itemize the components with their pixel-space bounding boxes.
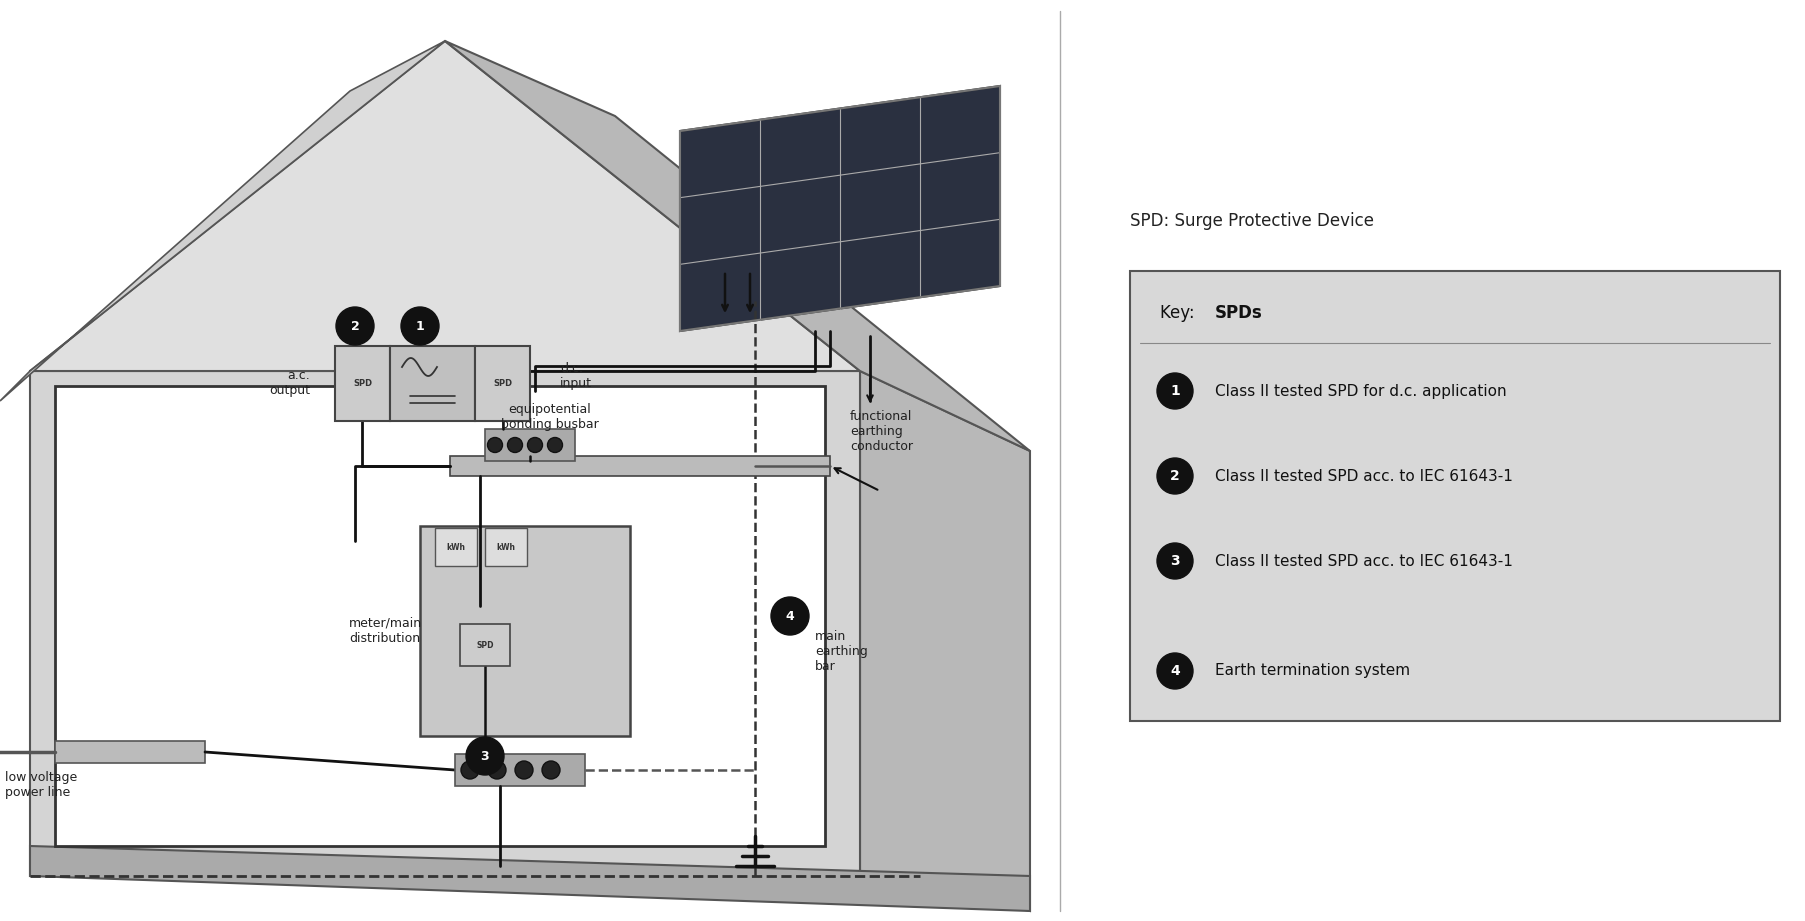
- Circle shape: [336, 307, 374, 345]
- Polygon shape: [446, 41, 1031, 451]
- Text: a.c.
output: a.c. output: [269, 369, 310, 397]
- Polygon shape: [31, 846, 1031, 911]
- Text: SPD: Surge Protective Device: SPD: Surge Protective Device: [1130, 212, 1374, 230]
- Text: SPD: SPD: [354, 379, 372, 388]
- Circle shape: [460, 761, 478, 779]
- Circle shape: [547, 437, 563, 452]
- Polygon shape: [0, 41, 446, 401]
- Text: SPD: SPD: [477, 640, 495, 649]
- Bar: [455, 754, 585, 786]
- Circle shape: [466, 737, 504, 775]
- Text: Earth termination system: Earth termination system: [1215, 663, 1410, 679]
- Text: 4: 4: [785, 610, 794, 623]
- Circle shape: [1157, 653, 1193, 689]
- Text: low voltage
power line: low voltage power line: [5, 771, 78, 799]
- Circle shape: [487, 437, 502, 452]
- Bar: [475, 346, 531, 421]
- Text: Class II tested SPD for d.c. application: Class II tested SPD for d.c. application: [1215, 383, 1507, 399]
- Polygon shape: [31, 371, 859, 876]
- Text: equipotential
bonding busbar: equipotential bonding busbar: [502, 403, 599, 431]
- Text: Class II tested SPD acc. to IEC 61643-1: Class II tested SPD acc. to IEC 61643-1: [1215, 554, 1513, 568]
- Circle shape: [487, 761, 505, 779]
- Bar: [486, 429, 576, 461]
- Text: SPDs: SPDs: [1215, 304, 1264, 322]
- Circle shape: [542, 761, 560, 779]
- Bar: [421, 526, 630, 736]
- Text: SPD: SPD: [493, 379, 513, 388]
- Text: 1: 1: [415, 320, 424, 332]
- Bar: [54, 741, 206, 763]
- Circle shape: [1157, 458, 1193, 494]
- Text: 3: 3: [1170, 554, 1180, 568]
- Polygon shape: [680, 86, 1000, 331]
- Circle shape: [514, 761, 532, 779]
- Bar: [449, 456, 830, 476]
- Circle shape: [1157, 543, 1193, 579]
- Polygon shape: [31, 41, 859, 371]
- Text: Key:: Key:: [1161, 304, 1200, 322]
- Text: 2: 2: [350, 320, 359, 332]
- Text: meter/main
distribution: meter/main distribution: [348, 617, 422, 645]
- Bar: [460, 624, 511, 666]
- Polygon shape: [859, 371, 1031, 911]
- Text: kWh: kWh: [446, 542, 466, 552]
- Text: 4: 4: [1170, 664, 1180, 678]
- Text: kWh: kWh: [496, 542, 516, 552]
- Text: main
earthing
bar: main earthing bar: [816, 629, 868, 672]
- Text: Class II tested SPD acc. to IEC 61643-1: Class II tested SPD acc. to IEC 61643-1: [1215, 469, 1513, 484]
- Bar: [435, 528, 477, 566]
- Text: functional
earthing
conductor: functional earthing conductor: [850, 410, 913, 452]
- Circle shape: [771, 597, 809, 635]
- Text: 3: 3: [480, 750, 489, 763]
- Circle shape: [401, 307, 439, 345]
- Circle shape: [507, 437, 522, 452]
- Circle shape: [527, 437, 543, 452]
- Text: 2: 2: [1170, 469, 1180, 483]
- Bar: [336, 346, 390, 421]
- Bar: [390, 346, 475, 421]
- Text: 1: 1: [1170, 384, 1180, 398]
- Bar: [54, 386, 825, 846]
- Bar: [1130, 271, 1780, 721]
- Bar: [486, 528, 527, 566]
- Text: d.c.
input: d.c. input: [560, 362, 592, 390]
- Circle shape: [1157, 373, 1193, 409]
